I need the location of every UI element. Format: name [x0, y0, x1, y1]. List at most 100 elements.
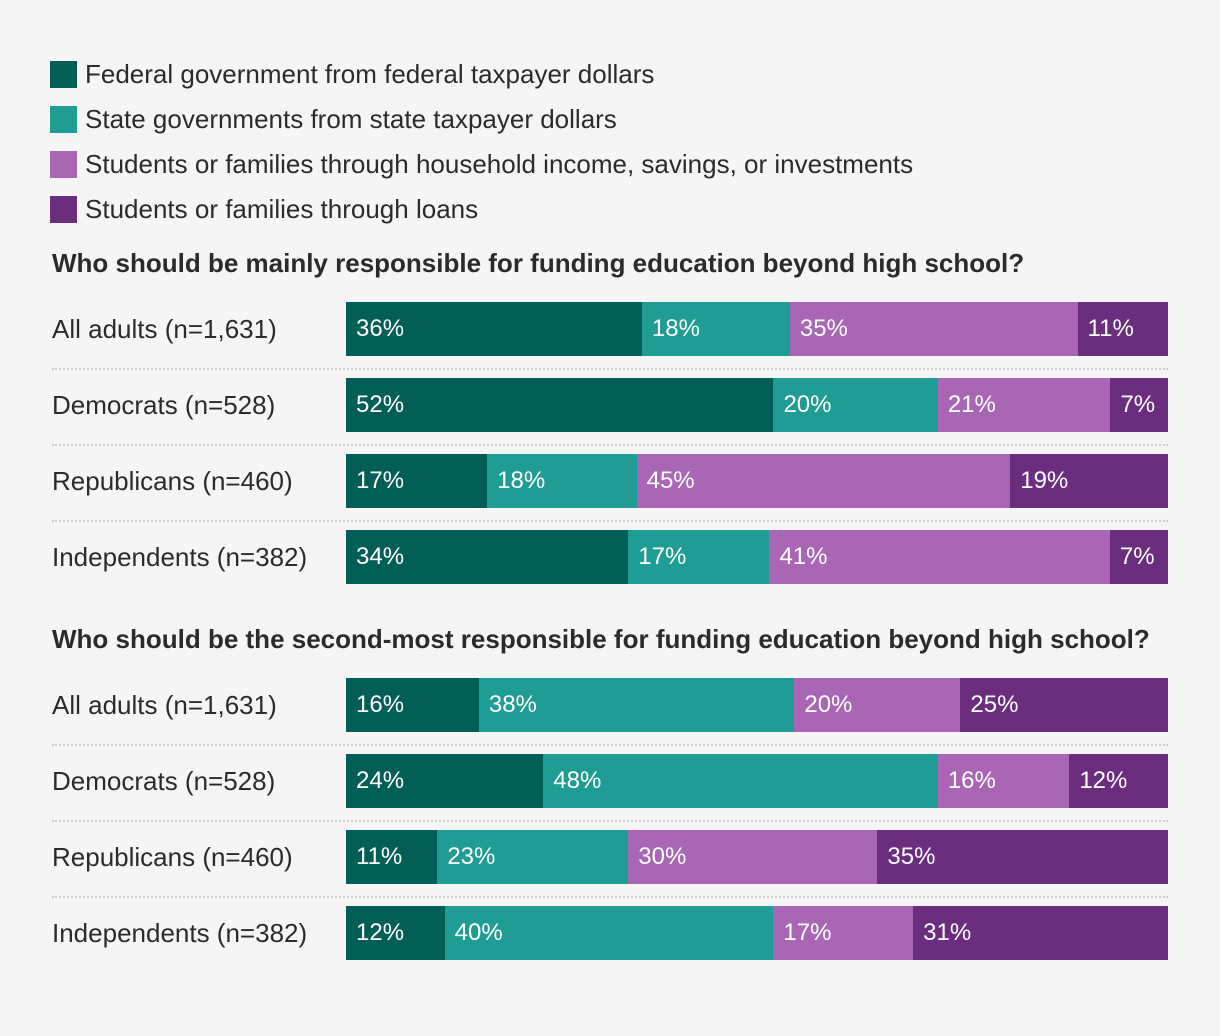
data-label: 45%	[646, 467, 695, 494]
data-label: 16%	[356, 691, 405, 718]
data-label: 36%	[356, 315, 405, 342]
chart-second-most-responsible: Who should be the second-most responsibl…	[52, 623, 1168, 972]
legend-label-federal: Federal government from federal taxpayer…	[85, 59, 655, 89]
data-label: 23%	[447, 843, 496, 870]
legend-item-household: Students or families through household i…	[50, 142, 913, 187]
data-label: 48%	[553, 767, 602, 794]
bar-segment-loans: 7%	[1110, 378, 1168, 432]
chart-row: Republicans (n=460) 11% 23% 30% 35%	[52, 820, 1168, 896]
stacked-bar: 12% 40% 17% 31%	[346, 906, 1168, 960]
data-label: 12%	[1079, 767, 1128, 794]
chart-row: Independents (n=382) 12% 40% 17% 31%	[52, 896, 1168, 972]
data-label: 30%	[638, 843, 687, 870]
stacked-bar: 24% 48% 16% 12%	[346, 754, 1168, 808]
bar-segment-state: 23%	[437, 830, 629, 884]
chart-rows: All adults (n=1,631) 36% 18% 35% 11% Democrat…	[52, 292, 1168, 596]
bar-segment-federal: 24%	[346, 754, 544, 808]
bar-segment-federal: 34%	[346, 530, 629, 584]
bar-segment-federal: 36%	[346, 302, 642, 356]
data-label: 34%	[356, 543, 405, 570]
stacked-bar: 16% 38% 20% 25%	[346, 678, 1168, 732]
chart-row: Democrats (n=528) 52% 20% 21% 7%	[52, 368, 1168, 444]
data-label: 17%	[783, 919, 832, 946]
data-label: 52%	[356, 391, 405, 418]
bar-segment-loans: 31%	[913, 906, 1168, 960]
data-label: 11%	[1087, 315, 1134, 342]
data-label: 24%	[356, 767, 405, 794]
legend-label-household: Students or families through household i…	[85, 149, 914, 179]
bar-segment-state: 18%	[641, 302, 790, 356]
legend-label-state: State governments from state taxpayer do…	[85, 104, 617, 134]
data-label: 7%	[1120, 391, 1156, 418]
stacked-bar: 11% 23% 30% 35%	[346, 830, 1168, 884]
row-label: Democrats (n=528)	[52, 390, 276, 420]
chart-row: Republicans (n=460) 17% 18% 45% 19%	[52, 444, 1168, 520]
chart-row: Independents (n=382) 34% 17% 41% 7%	[52, 520, 1168, 596]
chart-row: All adults (n=1,631) 16% 38% 20% 25%	[52, 668, 1168, 744]
data-label: 25%	[970, 691, 1019, 718]
stacked-bar: 36% 18% 35% 11%	[346, 302, 1168, 356]
bar-segment-loans: 35%	[877, 830, 1168, 884]
bar-segment-household: 41%	[769, 530, 1110, 584]
data-label: 20%	[804, 691, 853, 718]
bar-segment-federal: 52%	[346, 378, 774, 432]
legend-item-state: State governments from state taxpayer do…	[50, 97, 913, 142]
bar-segment-state: 48%	[543, 754, 938, 808]
bar-segment-state: 18%	[487, 454, 637, 508]
legend-swatch-state	[50, 106, 77, 133]
chart-title: Who should be the second-most responsibl…	[52, 624, 1150, 654]
bar-segment-household: 30%	[628, 830, 878, 884]
data-label: 16%	[947, 767, 996, 794]
legend-swatch-loans	[50, 196, 77, 223]
bar-segment-state: 20%	[773, 378, 938, 432]
bar-segment-federal: 17%	[346, 454, 488, 508]
bar-segment-federal: 12%	[346, 906, 445, 960]
row-label: Republicans (n=460)	[52, 466, 293, 496]
data-label: 20%	[783, 391, 832, 418]
row-label: All adults (n=1,631)	[52, 314, 277, 344]
data-label: 12%	[356, 919, 405, 946]
data-label: 7%	[1119, 543, 1155, 570]
chart-mainly-responsible: Who should be mainly responsible for fun…	[52, 247, 1168, 596]
bar-segment-state: 40%	[444, 906, 774, 960]
data-label: 18%	[651, 315, 700, 342]
bar-segment-loans: 7%	[1109, 530, 1168, 584]
chart-rows: All adults (n=1,631) 16% 38% 20% 25% Democrat…	[52, 668, 1168, 972]
data-label: 21%	[947, 391, 996, 418]
bar-segment-household: 17%	[773, 906, 914, 960]
data-label: 18%	[497, 467, 546, 494]
data-label: 40%	[454, 919, 503, 946]
chart-row: Democrats (n=528) 24% 48% 16% 12%	[52, 744, 1168, 820]
data-label: 11%	[356, 843, 403, 870]
data-label: 31%	[923, 919, 972, 946]
bar-segment-loans: 12%	[1069, 754, 1168, 808]
data-label: 17%	[356, 467, 405, 494]
row-label: All adults (n=1,631)	[52, 690, 277, 720]
bar-segment-federal: 11%	[346, 830, 438, 884]
data-label: 19%	[1020, 467, 1069, 494]
bar-segment-loans: 25%	[960, 678, 1168, 732]
legend-item-federal: Federal government from federal taxpayer…	[50, 52, 913, 97]
data-label: 38%	[488, 691, 537, 718]
bar-segment-federal: 16%	[346, 678, 479, 732]
row-label: Republicans (n=460)	[52, 842, 293, 872]
bar-segment-state: 17%	[628, 530, 770, 584]
chart-row: All adults (n=1,631) 36% 18% 35% 11%	[52, 292, 1168, 368]
bar-segment-loans: 19%	[1010, 454, 1168, 508]
legend-label-loans: Students or families through loans	[85, 194, 479, 224]
row-label: Independents (n=382)	[52, 542, 308, 572]
data-label: 41%	[779, 543, 828, 570]
data-label: 35%	[799, 315, 848, 342]
stacked-bar: 34% 17% 41% 7%	[346, 530, 1168, 584]
legend-swatch-household	[50, 151, 77, 178]
row-label: Democrats (n=528)	[52, 766, 276, 796]
bar-segment-loans: 11%	[1077, 302, 1168, 356]
legend-swatch-federal	[50, 61, 77, 88]
stacked-bar: 52% 20% 21% 7%	[346, 378, 1168, 432]
legend-item-loans: Students or families through loans	[50, 187, 913, 232]
row-label: Independents (n=382)	[52, 918, 308, 948]
bar-segment-household: 16%	[937, 754, 1070, 808]
stacked-bar: 17% 18% 45% 19%	[346, 454, 1168, 508]
legend: Federal government from federal taxpayer…	[50, 52, 913, 232]
bar-segment-household: 35%	[789, 302, 1078, 356]
